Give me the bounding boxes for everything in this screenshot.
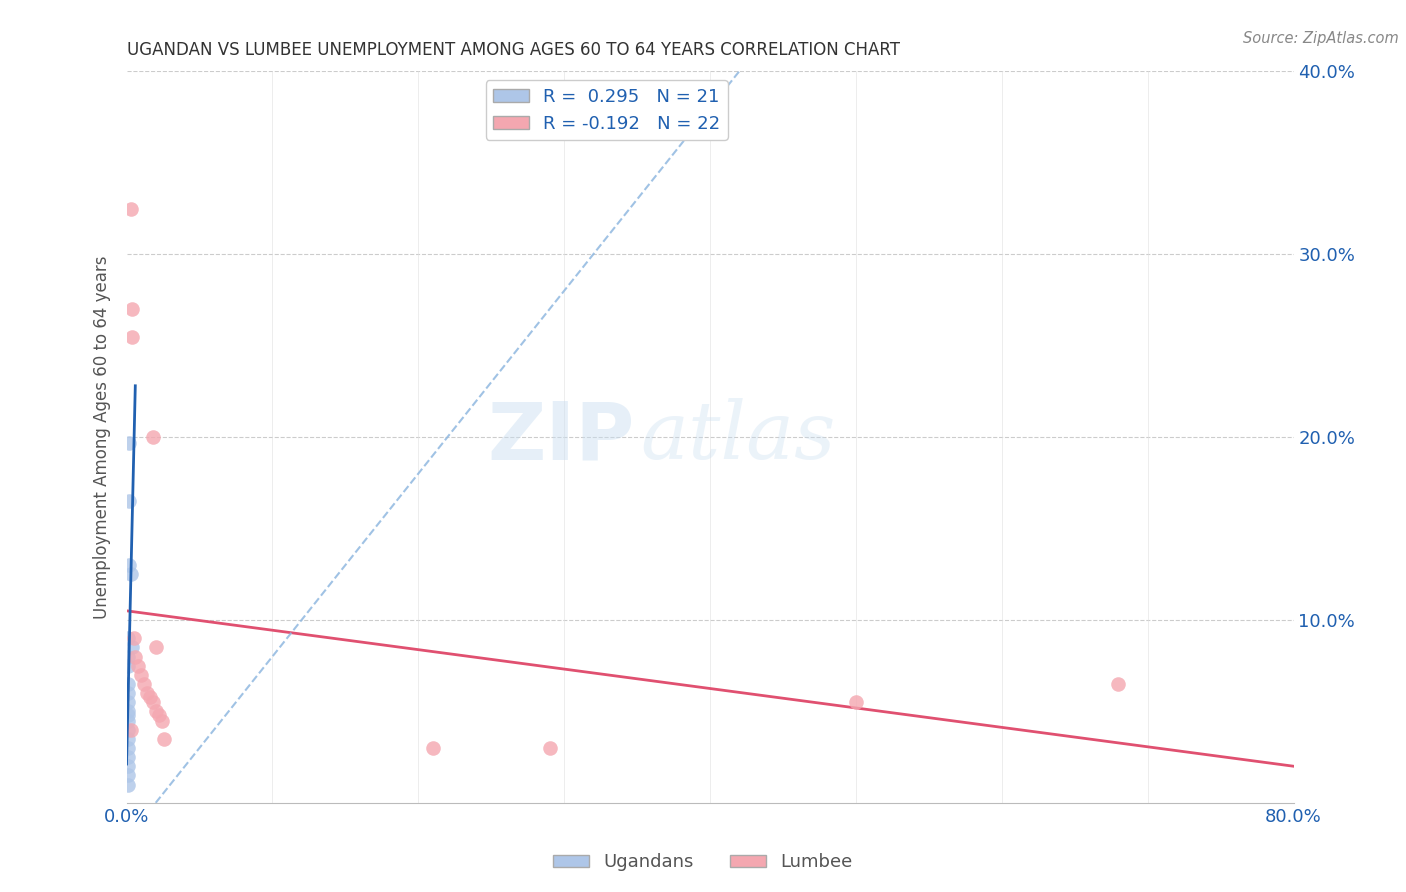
Legend: Ugandans, Lumbee: Ugandans, Lumbee: [546, 847, 860, 879]
Point: [117, 768, 139, 782]
Point: [153, 731, 176, 746]
Point: [148, 708, 170, 723]
Point: [117, 740, 139, 755]
Point: [845, 695, 868, 709]
Point: [117, 723, 139, 737]
Point: [117, 714, 139, 728]
Point: [118, 435, 141, 450]
Point: [422, 740, 444, 755]
Point: [121, 329, 143, 343]
Point: [145, 705, 167, 719]
Point: [117, 731, 139, 746]
Point: [117, 750, 139, 764]
Text: ZIP: ZIP: [486, 398, 634, 476]
Point: [120, 567, 142, 582]
Point: [121, 301, 143, 317]
Point: [127, 658, 149, 673]
Point: [117, 695, 139, 709]
Point: [118, 494, 141, 508]
Point: [132, 677, 155, 691]
Point: [117, 632, 139, 646]
Point: [139, 690, 162, 704]
Point: [118, 558, 141, 573]
Point: [117, 705, 139, 719]
Point: [120, 723, 142, 737]
Y-axis label: Unemployment Among Ages 60 to 64 years: Unemployment Among Ages 60 to 64 years: [93, 255, 111, 619]
Point: [538, 740, 561, 755]
Text: Source: ZipAtlas.com: Source: ZipAtlas.com: [1243, 31, 1399, 46]
Point: [142, 430, 165, 444]
Point: [117, 686, 139, 700]
Point: [117, 658, 139, 673]
Point: [129, 667, 152, 681]
Text: atlas: atlas: [640, 399, 835, 475]
Point: [122, 632, 145, 646]
Point: [117, 677, 139, 691]
Point: [120, 202, 142, 216]
Point: [121, 640, 143, 655]
Point: [117, 649, 139, 664]
Point: [1108, 677, 1130, 691]
Point: [117, 778, 139, 792]
Point: [136, 686, 159, 700]
Point: [145, 640, 167, 655]
Point: [142, 695, 165, 709]
Point: [124, 649, 146, 664]
Point: [150, 714, 173, 728]
Point: [117, 759, 139, 773]
Text: UGANDAN VS LUMBEE UNEMPLOYMENT AMONG AGES 60 TO 64 YEARS CORRELATION CHART: UGANDAN VS LUMBEE UNEMPLOYMENT AMONG AGE…: [127, 41, 900, 59]
Legend: R =  0.295   N = 21, R = -0.192   N = 22: R = 0.295 N = 21, R = -0.192 N = 22: [485, 80, 728, 140]
Point: [117, 708, 139, 723]
